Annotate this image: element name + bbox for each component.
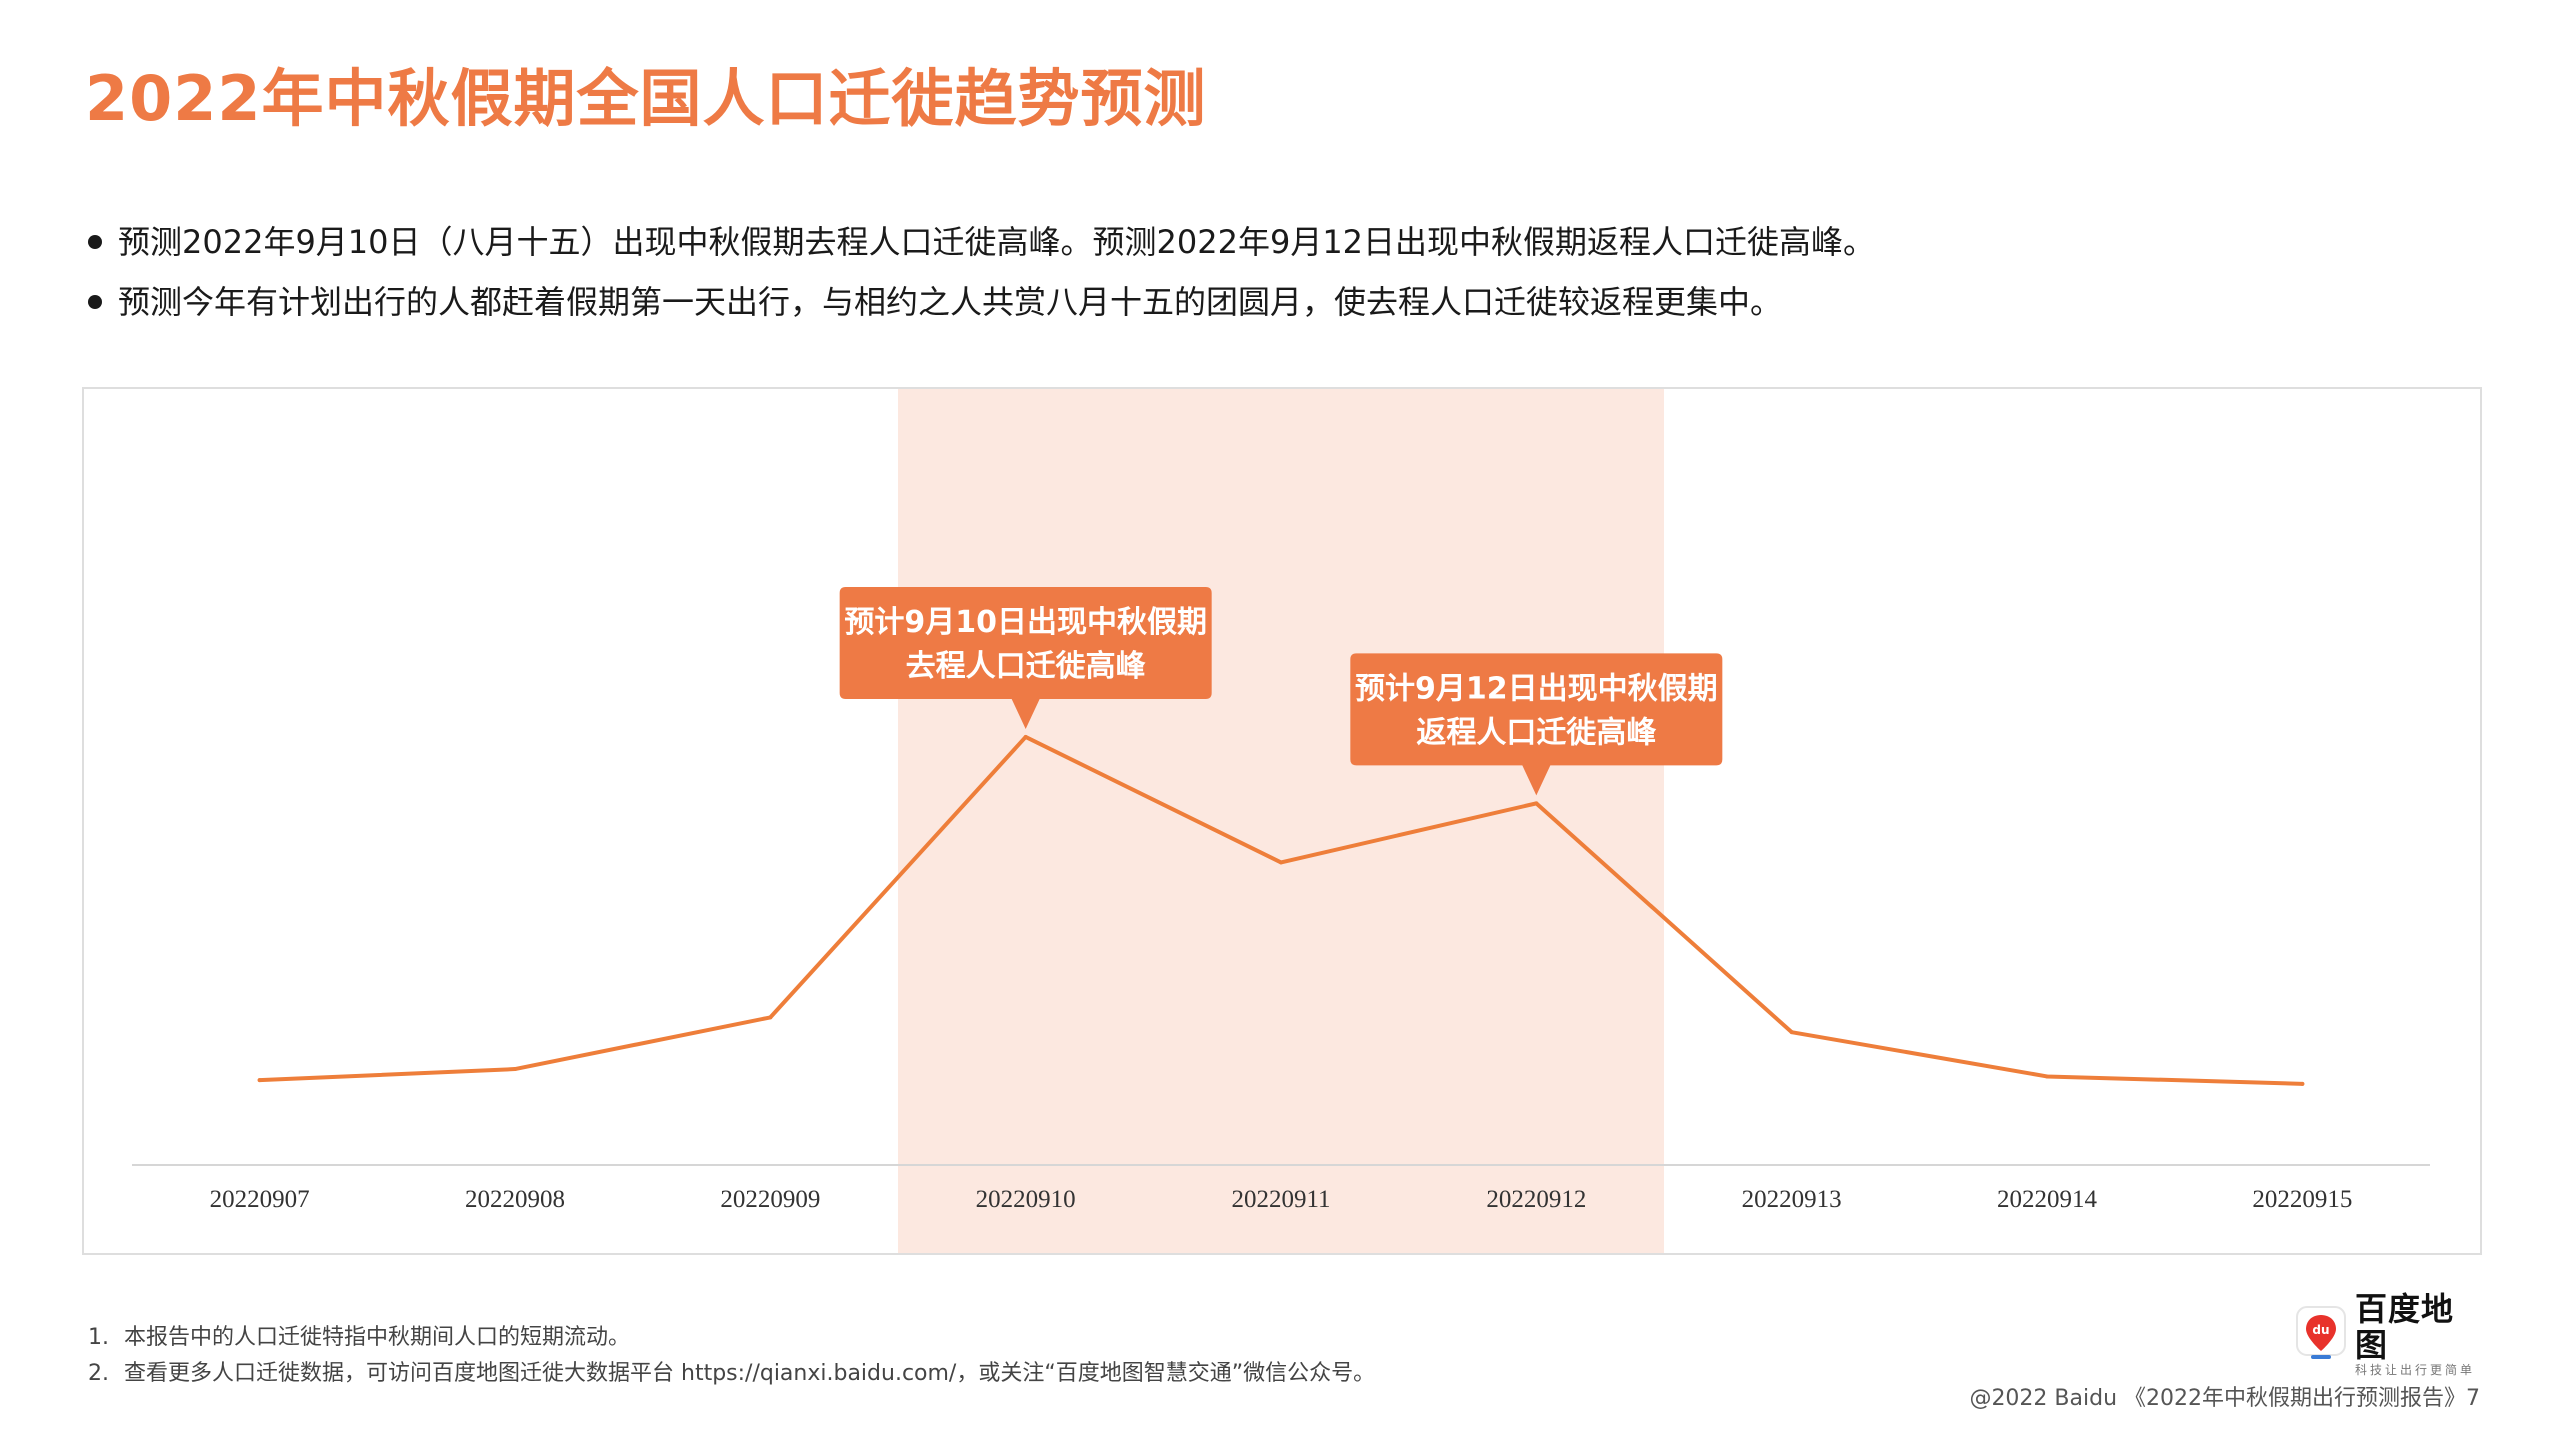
x-tick-label: 20220911: [1231, 1186, 1330, 1213]
summary-bullets: 预测2022年9月10日（八月十五）出现中秋假期去程人口迁徙高峰。预测2022年…: [88, 212, 1875, 332]
bullet-item: 预测2022年9月10日（八月十五）出现中秋假期去程人口迁徙高峰。预测2022年…: [88, 212, 1875, 272]
data-point: [1789, 1030, 1794, 1035]
callout-label: 去程人口迁徙高峰: [906, 649, 1146, 684]
baidu-map-logo: du 百度地图 科技让出行更简单: [2295, 1291, 2485, 1377]
x-tick-label: 20220914: [1997, 1186, 2098, 1213]
callout-box: [1350, 653, 1723, 796]
callout-box: [839, 586, 1212, 729]
bullet-dot-icon: [88, 235, 102, 249]
footnote-number: 2.: [88, 1361, 109, 1386]
bullet-text: 预测2022年9月10日（八月十五）出现中秋假期去程人口迁徙高峰。预测2022年…: [118, 223, 1876, 261]
footnote-item: 2. 查看更多人口迁徙数据，可访问百度地图迁徙大数据平台 https://qia…: [88, 1356, 1375, 1392]
x-tick-label: 20220910: [976, 1186, 1076, 1213]
bullet-dot-icon: [88, 295, 102, 309]
logo-name: 百度地图: [2355, 1290, 2455, 1364]
footnote-text: 查看更多人口迁徙数据，可访问百度地图迁徙大数据平台 https://qianxi…: [124, 1361, 1376, 1386]
data-point: [513, 1067, 517, 1072]
data-point: [1534, 801, 1539, 806]
page-footer: @2022 Baidu 《2022年中秋假期出行预测报告》7: [1969, 1386, 2480, 1411]
footnote-item: 1. 本报告中的人口迁徙特指中秋期间人口的短期流动。: [88, 1320, 1375, 1356]
footnote-text: 本报告中的人口迁徙特指中秋期间人口的短期流动。: [124, 1325, 631, 1350]
pin-text: du: [2312, 1323, 2329, 1337]
callout-label: 预计9月12日出现中秋假期: [1355, 671, 1718, 706]
x-tick-label: 20220907: [210, 1186, 310, 1213]
bullet-text: 预测今年有计划出行的人都赶着假期第一天出行，与相约之人共赏八月十五的团圆月，使去…: [118, 283, 1783, 321]
callout-label: 预计9月10日出现中秋假期: [844, 605, 1207, 640]
page-title: 2022年中秋假期全国人口迁徙趋势预测: [85, 62, 1207, 135]
footnotes: 1. 本报告中的人口迁徙特指中秋期间人口的短期流动。 2. 查看更多人口迁徙数据…: [88, 1320, 1375, 1392]
x-tick-label: 20220908: [465, 1186, 565, 1213]
map-pin-icon: du: [2296, 1306, 2346, 1359]
x-tick-label: 20220912: [1486, 1186, 1586, 1213]
highlight-band: [898, 389, 1664, 1253]
x-tick-label: 20220909: [720, 1186, 820, 1213]
bullet-item: 预测今年有计划出行的人都赶着假期第一天出行，与相约之人共赏八月十五的团圆月，使去…: [88, 272, 1875, 332]
data-point: [1279, 860, 1283, 865]
data-point: [257, 1078, 262, 1083]
line-chart: 20220907 20220908 20220909 20220910 20220911…: [132, 389, 2430, 1253]
x-tick-label: 20220915: [2252, 1186, 2352, 1213]
data-point: [2300, 1081, 2305, 1086]
callout-label: 返程人口迁徙高峰: [1416, 715, 1656, 750]
data-point: [1023, 734, 1028, 739]
data-point: [2045, 1074, 2049, 1079]
logo-slogan: 科技让出行更简单: [2355, 1363, 2476, 1377]
x-tick-label: 20220913: [1742, 1186, 1842, 1213]
footnote-number: 1.: [88, 1325, 109, 1350]
data-point: [768, 1015, 773, 1020]
